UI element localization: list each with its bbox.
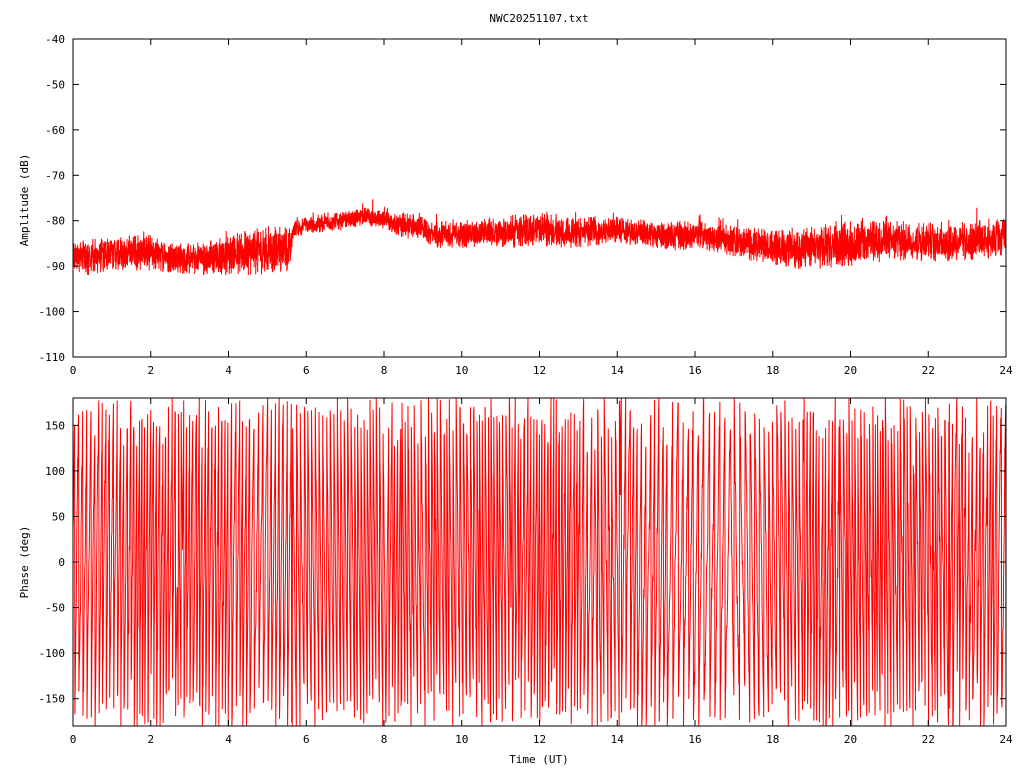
amplitude-y-axis-label: Amplitude (dB): [18, 154, 31, 247]
phase-x-axis-label: Time (UT): [509, 753, 569, 766]
amplitude-y-tick-label: -110: [39, 351, 66, 364]
amplitude-x-tick-label: 0: [70, 364, 77, 377]
amplitude-y-tick-label: -50: [45, 78, 65, 91]
phase-x-tick-label: 14: [611, 733, 625, 746]
phase-x-tick-label: 2: [147, 733, 154, 746]
phase-x-tick-label: 24: [999, 733, 1013, 746]
amplitude-x-tick-label: 8: [381, 364, 388, 377]
amplitude-x-tick-label: 22: [922, 364, 935, 377]
amplitude-x-tick-label: 24: [999, 364, 1013, 377]
amplitude-y-tick-label: -100: [39, 306, 66, 319]
amplitude-x-tick-label: 12: [533, 364, 546, 377]
amplitude-series: [72, 199, 1007, 276]
amplitude-y-tick-label: -40: [45, 33, 65, 46]
phase-x-tick-label: 10: [455, 733, 468, 746]
phase-x-tick-label: 16: [688, 733, 701, 746]
amplitude-x-tick-label: 10: [455, 364, 468, 377]
amplitude-y-tick-label: -90: [45, 260, 65, 273]
phase-y-tick-label: -100: [39, 647, 66, 660]
phase-y-tick-label: 0: [58, 556, 65, 569]
amplitude-x-tick-label: 6: [303, 364, 310, 377]
amplitude-x-tick-label: 20: [844, 364, 857, 377]
phase-y-axis-label: Phase (deg): [18, 526, 31, 599]
amplitude-plot-frame: [72, 38, 1007, 358]
phase-series-line: [73, 398, 1006, 726]
amplitude-y-tick-label: -80: [45, 215, 65, 228]
amplitude-x-tick-label: 2: [147, 364, 154, 377]
amplitude-x-axis: 0 2 4 6 8 10 12 14 16 18 20 22 24: [70, 39, 1013, 377]
phase-x-axis: 0 2 4 6 8 10 12 14 16 18 20 22 24: [70, 398, 1013, 746]
phase-x-tick-label: 12: [533, 733, 546, 746]
phase-x-tick-label: 0: [70, 733, 77, 746]
amplitude-x-tick-label: 16: [688, 364, 701, 377]
phase-x-tick-label: 6: [303, 733, 310, 746]
phase-y-axis: -150 -100 -50 0 50 100 150: [39, 419, 1006, 706]
phase-x-tick-label: 8: [381, 733, 388, 746]
phase-y-tick-label: 150: [45, 419, 65, 432]
amplitude-x-tick-label: 18: [766, 364, 779, 377]
amplitude-panel: NWC20251107.txt -110-100-90-80-70-60-50-…: [18, 12, 1013, 377]
phase-y-tick-label: 100: [45, 465, 65, 478]
phase-x-tick-label: 22: [922, 733, 935, 746]
phase-y-tick-label: -50: [45, 602, 65, 615]
phase-y-tick-label: 50: [52, 510, 65, 523]
phase-x-tick-label: 20: [844, 733, 857, 746]
amplitude-y-tick-label: -60: [45, 124, 65, 137]
amplitude-y-tick-label: -70: [45, 169, 65, 182]
amplitude-series-line: [72, 199, 1007, 276]
amplitude-x-tick-label: 4: [225, 364, 232, 377]
phase-x-tick-label: 4: [225, 733, 232, 746]
phase-x-tick-label: 18: [766, 733, 779, 746]
phase-series: [73, 398, 1006, 726]
amplitude-x-tick-label: 14: [611, 364, 625, 377]
chart-title: NWC20251107.txt: [489, 12, 588, 25]
amplitude-y-axis: -110 -100 -90 -80 -70 -60 -50 -40: [39, 33, 1006, 364]
phase-y-tick-label: -150: [39, 693, 66, 706]
